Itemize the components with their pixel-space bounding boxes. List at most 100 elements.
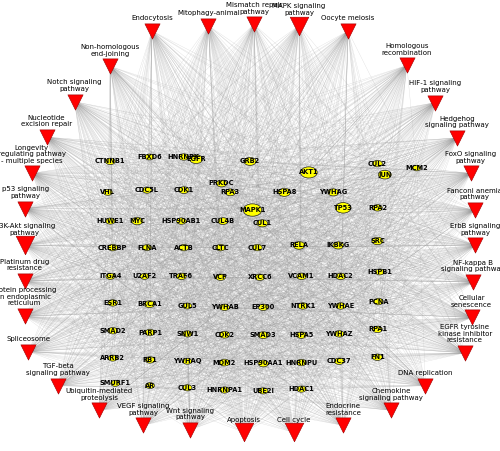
Ellipse shape xyxy=(372,205,382,211)
Text: HSPA8: HSPA8 xyxy=(272,189,296,195)
Text: Endocytosis: Endocytosis xyxy=(131,15,173,21)
Text: CDC37: CDC37 xyxy=(327,358,351,364)
Text: CREBBP: CREBBP xyxy=(98,244,128,251)
Ellipse shape xyxy=(220,304,230,311)
Text: GRB2: GRB2 xyxy=(240,158,260,164)
Text: EGFR tyrosine
kinase inhibitor
resistance: EGFR tyrosine kinase inhibitor resistanc… xyxy=(438,324,492,343)
Ellipse shape xyxy=(374,298,384,305)
Ellipse shape xyxy=(132,217,143,225)
Ellipse shape xyxy=(258,388,268,394)
Text: Wnt signaling
pathway: Wnt signaling pathway xyxy=(166,408,214,420)
Point xyxy=(20,313,28,320)
Text: Fanconi anemia
pathway: Fanconi anemia pathway xyxy=(447,188,500,200)
Text: HIF-1 signaling
pathway: HIF-1 signaling pathway xyxy=(409,80,462,93)
Ellipse shape xyxy=(296,273,306,280)
Text: Endocrine
resistance: Endocrine resistance xyxy=(325,403,361,416)
Ellipse shape xyxy=(216,180,226,187)
Text: Protein processing
in endoplasmic
reticulum: Protein processing in endoplasmic reticu… xyxy=(0,287,56,306)
Text: TP53: TP53 xyxy=(334,205,352,211)
Point xyxy=(472,242,480,249)
Text: CUL3: CUL3 xyxy=(178,385,197,391)
Text: MDM2: MDM2 xyxy=(213,359,236,366)
Text: TRAF6: TRAF6 xyxy=(170,273,194,279)
Point xyxy=(24,348,32,355)
Text: HUWE1: HUWE1 xyxy=(96,218,124,224)
Point xyxy=(295,22,303,29)
Text: ACTB: ACTB xyxy=(174,244,194,251)
Point xyxy=(422,382,430,389)
Point xyxy=(469,278,477,285)
Ellipse shape xyxy=(372,237,383,245)
Point xyxy=(186,426,194,433)
Ellipse shape xyxy=(145,154,154,160)
Text: CDC5L: CDC5L xyxy=(135,187,159,193)
Ellipse shape xyxy=(178,187,189,193)
Text: Longevity
regulating pathway
- multiple species: Longevity regulating pathway - multiple … xyxy=(0,145,66,164)
Ellipse shape xyxy=(300,167,317,178)
Text: GUL5: GUL5 xyxy=(178,303,197,309)
Point xyxy=(106,63,114,70)
Text: TGF-beta
signaling pathway: TGF-beta signaling pathway xyxy=(26,364,90,376)
Text: PRKDC: PRKDC xyxy=(209,180,234,187)
Ellipse shape xyxy=(144,301,154,308)
Text: CDK2: CDK2 xyxy=(214,332,234,338)
Text: IKBKG: IKBKG xyxy=(326,242,350,249)
Ellipse shape xyxy=(252,244,262,251)
Text: PI3K-Akt signaling
pathway: PI3K-Akt signaling pathway xyxy=(0,223,56,236)
Ellipse shape xyxy=(179,154,188,160)
Ellipse shape xyxy=(334,358,344,364)
Text: SMAD3: SMAD3 xyxy=(250,332,276,338)
Ellipse shape xyxy=(142,187,152,193)
Ellipse shape xyxy=(336,273,345,280)
Text: HNRNPK: HNRNPK xyxy=(168,154,200,160)
Point xyxy=(290,429,298,436)
Text: Cell cycle: Cell cycle xyxy=(278,417,311,423)
Ellipse shape xyxy=(372,161,382,167)
Text: Homologous
recombination: Homologous recombination xyxy=(382,43,432,56)
Text: YWHAZ: YWHAZ xyxy=(326,331,353,337)
Ellipse shape xyxy=(244,157,256,166)
Text: DNA replication: DNA replication xyxy=(398,370,452,376)
Ellipse shape xyxy=(220,359,230,366)
Text: Spliceosome: Spliceosome xyxy=(6,336,51,342)
Text: HDAC1: HDAC1 xyxy=(288,386,314,392)
Text: CTNNB1: CTNNB1 xyxy=(95,158,126,164)
Point xyxy=(20,242,28,249)
Ellipse shape xyxy=(333,242,344,249)
Text: XRCC6: XRCC6 xyxy=(248,274,272,280)
Point xyxy=(387,407,395,414)
Point xyxy=(54,382,62,389)
Ellipse shape xyxy=(412,165,421,171)
Text: HNRNPU: HNRNPU xyxy=(286,359,318,366)
Text: HSPB1: HSPB1 xyxy=(368,269,392,275)
Text: VCAM1: VCAM1 xyxy=(288,273,314,279)
Text: EP300: EP300 xyxy=(252,304,275,310)
Text: NF-kappa B
signaling pathway: NF-kappa B signaling pathway xyxy=(441,260,500,272)
Ellipse shape xyxy=(220,331,230,338)
Text: Non-homologous
end-joining: Non-homologous end-joining xyxy=(80,44,140,56)
Point xyxy=(460,349,468,356)
Ellipse shape xyxy=(372,326,382,333)
Point xyxy=(466,170,474,177)
Ellipse shape xyxy=(378,170,392,179)
Ellipse shape xyxy=(106,218,115,224)
Text: JUN: JUN xyxy=(378,172,392,178)
Text: SMAD2: SMAD2 xyxy=(100,328,126,334)
Text: YWHAE: YWHAE xyxy=(327,303,354,309)
Text: HNRNPA1: HNRNPA1 xyxy=(206,387,242,393)
Text: Cellular
senescence: Cellular senescence xyxy=(451,295,492,308)
Text: VHL: VHL xyxy=(100,189,116,195)
Text: NTRK1: NTRK1 xyxy=(290,303,316,309)
Ellipse shape xyxy=(108,355,117,361)
Point xyxy=(344,28,352,35)
Text: HSP90AA1: HSP90AA1 xyxy=(244,360,283,367)
Point xyxy=(20,277,28,285)
Point xyxy=(470,207,478,214)
Text: RPA1: RPA1 xyxy=(368,327,387,332)
Ellipse shape xyxy=(216,244,226,251)
Text: RELA: RELA xyxy=(290,242,308,249)
Ellipse shape xyxy=(335,202,351,213)
Ellipse shape xyxy=(108,244,118,251)
Ellipse shape xyxy=(106,273,115,279)
Text: ErbB signaling
pathway: ErbB signaling pathway xyxy=(450,223,500,236)
